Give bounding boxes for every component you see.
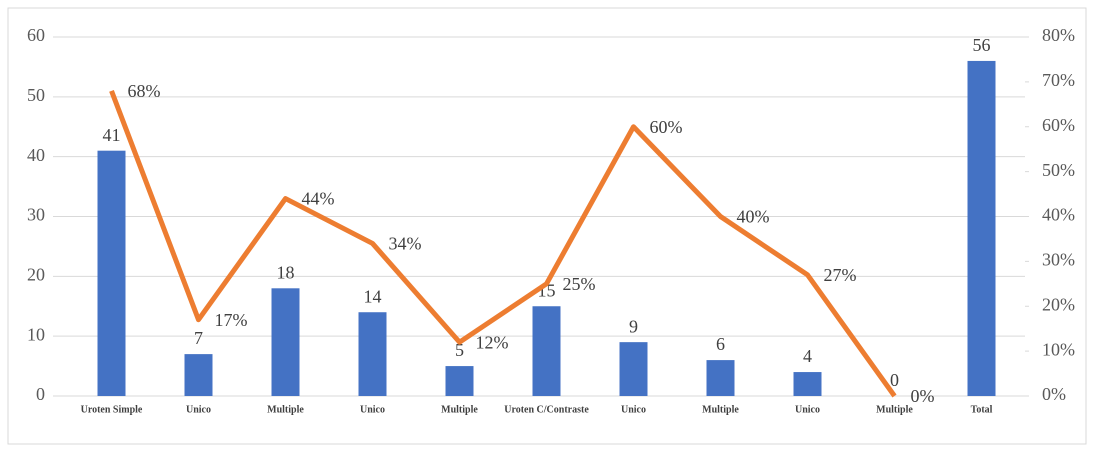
data-label: 27% <box>824 265 857 285</box>
chart-border <box>7 7 1087 445</box>
y2-tick-label: 0% <box>1042 384 1066 404</box>
bar <box>619 342 648 396</box>
x-tick-label: Multiple <box>267 404 304 415</box>
data-label: 14 <box>364 286 382 306</box>
data-label: 18 <box>277 262 295 282</box>
data-label: 41 <box>103 125 121 145</box>
data-label: 6 <box>716 334 725 354</box>
x-tick-label: Unico <box>795 404 820 415</box>
x-tick-label: Unico <box>621 404 646 415</box>
x-tick-label: Multiple <box>702 404 739 415</box>
data-label: 0 <box>890 370 899 390</box>
bar <box>97 150 126 396</box>
x-tick-label: Unico <box>186 404 211 415</box>
y-tick-label: 60 <box>27 25 45 45</box>
bar <box>967 60 996 396</box>
y2-tick-label: 50% <box>1042 160 1075 180</box>
x-tick-label: Multiple <box>441 404 478 415</box>
bar <box>706 360 735 396</box>
bar <box>793 372 822 396</box>
bar <box>184 354 213 396</box>
y2-tick-label: 40% <box>1042 205 1075 225</box>
data-label: 60% <box>650 117 683 137</box>
data-label: 12% <box>476 332 509 352</box>
bar <box>445 366 474 396</box>
y-tick-label: 30 <box>27 205 45 225</box>
data-label: 4 <box>803 346 812 366</box>
x-tick-label: Total <box>971 404 993 415</box>
y2-tick-label: 70% <box>1042 70 1075 90</box>
y2-tick-label: 30% <box>1042 250 1075 270</box>
data-label: 34% <box>389 234 422 254</box>
data-label: 25% <box>563 274 596 294</box>
data-label: 56 <box>973 35 991 55</box>
bar <box>358 312 387 396</box>
y-tick-label: 50 <box>27 85 45 105</box>
y2-tick-label: 80% <box>1042 25 1075 45</box>
y2-tick-label: 10% <box>1042 339 1075 359</box>
data-label: 5 <box>455 340 464 360</box>
x-tick-label: Multiple <box>876 404 913 415</box>
y-tick-label: 10 <box>27 324 45 344</box>
line <box>109 89 897 398</box>
data-label: 7 <box>194 328 203 348</box>
bar <box>271 288 300 396</box>
data-label: 68% <box>128 81 161 101</box>
data-label: 17% <box>215 310 248 330</box>
y-tick-label: 20 <box>27 264 45 284</box>
data-label: 44% <box>302 189 335 209</box>
bar <box>532 306 561 396</box>
y2-tick-label: 60% <box>1042 115 1075 135</box>
y-tick-label: 40 <box>27 145 45 165</box>
x-tick-label: Uroten C/Contraste <box>504 404 589 415</box>
y-tick-label: 0 <box>36 384 45 404</box>
data-label: 40% <box>737 207 770 227</box>
data-label: 0% <box>911 386 935 406</box>
x-tick-label: Unico <box>360 404 385 415</box>
y2-tick-label: 20% <box>1042 294 1075 314</box>
x-tick-label: Uroten Simple <box>81 404 143 415</box>
data-label: 9 <box>629 316 638 336</box>
